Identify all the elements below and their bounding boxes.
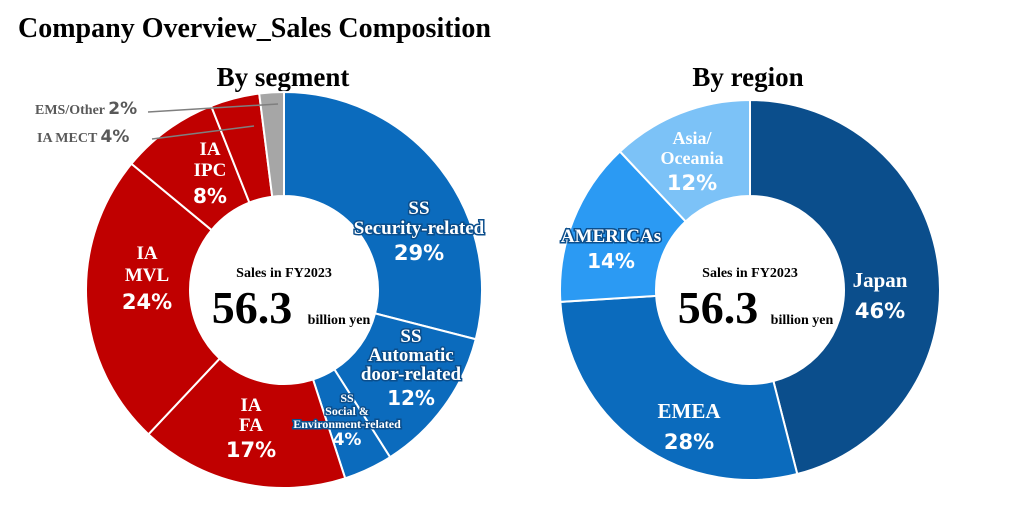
segment-slice-3	[147, 357, 347, 489]
segment-slice-pct-7: 2%	[108, 99, 137, 119]
region-slice-0	[749, 98, 941, 476]
segment-slice-label-6-0: IA MECT 4%	[37, 127, 129, 147]
segment-slice-label-5-0: IA	[199, 139, 220, 160]
segment-center-value: 56.3	[212, 282, 293, 333]
region-slice-label-2-0: AMERICAs	[561, 226, 661, 247]
segment-slice-4	[85, 162, 222, 436]
ia-mect-leader-line	[151, 125, 255, 140]
segment-chart-title: By segment	[217, 62, 350, 92]
region-slice-label-0-0: Japan	[853, 268, 908, 292]
segment-donut-chart	[85, 90, 483, 489]
segment-slice-label-3-1: FA	[239, 415, 263, 436]
region-donut-chart	[559, 98, 941, 481]
segment-slice-label-5-1: IPC	[194, 160, 227, 181]
segment-slice-pct-5: 8%	[193, 184, 227, 208]
segment-slice-label-7-0: EMS/Other 2%	[35, 99, 137, 119]
segment-slice-label-2-1: Social &	[325, 404, 369, 418]
segment-slice-pct-0: 29%	[394, 241, 444, 265]
region-slice-label-3-0: Asia/	[672, 128, 712, 148]
ems-leader-line	[147, 103, 279, 113]
region-slice-pct-3: 12%	[667, 171, 717, 195]
region-center-unit: billion yen	[771, 313, 834, 328]
segment-slice-label-4-1: MVL	[125, 265, 169, 286]
region-slice-1	[559, 294, 799, 481]
segment-slice-7	[258, 90, 285, 198]
region-slice-label-1-0: EMEA	[658, 399, 722, 423]
page-title: Company Overview_Sales Composition	[18, 13, 491, 44]
segment-slice-label-2-0: SS	[340, 391, 354, 405]
region-slice-label-3-1: Oceania	[661, 148, 724, 168]
segment-slice-pct-3: 17%	[226, 438, 276, 462]
segment-slice-0	[283, 90, 483, 341]
slice-labels: SSSecurity-related29%SSAutomaticdoor-rel…	[35, 99, 908, 462]
segment-center-unit: billion yen	[308, 313, 371, 328]
segment-slice-pct-1: 12%	[387, 386, 435, 410]
segment-slice-pct-2: 4%	[333, 430, 362, 450]
segment-slice-label-0-0: SS	[408, 198, 429, 219]
segment-slice-label-1-1: Automatic	[368, 345, 453, 366]
segment-slice-label-0-1: Security-related	[354, 218, 485, 239]
segment-slice-label-3-0: IA	[240, 395, 261, 416]
segment-slice-label-4-0: IA	[136, 243, 157, 264]
region-center-value: 56.3	[678, 282, 759, 333]
segment-slice-label-1-2: door-related	[361, 364, 462, 385]
segment-slice-label-1-0: SS	[400, 326, 421, 347]
segment-slice-label-2-2: Environment-related	[293, 417, 401, 431]
region-chart-title: By region	[692, 62, 803, 92]
region-slice-pct-0: 46%	[855, 299, 905, 323]
segment-slice-pct-4: 24%	[122, 290, 172, 314]
region-slice-pct-2: 14%	[587, 249, 635, 273]
segment-center-caption: Sales in FY2023	[236, 266, 332, 281]
region-slice-pct-1: 28%	[664, 430, 714, 454]
region-center-caption: Sales in FY2023	[702, 266, 798, 281]
region-slice-3	[618, 98, 751, 223]
segment-slice-pct-6: 4%	[101, 127, 130, 147]
